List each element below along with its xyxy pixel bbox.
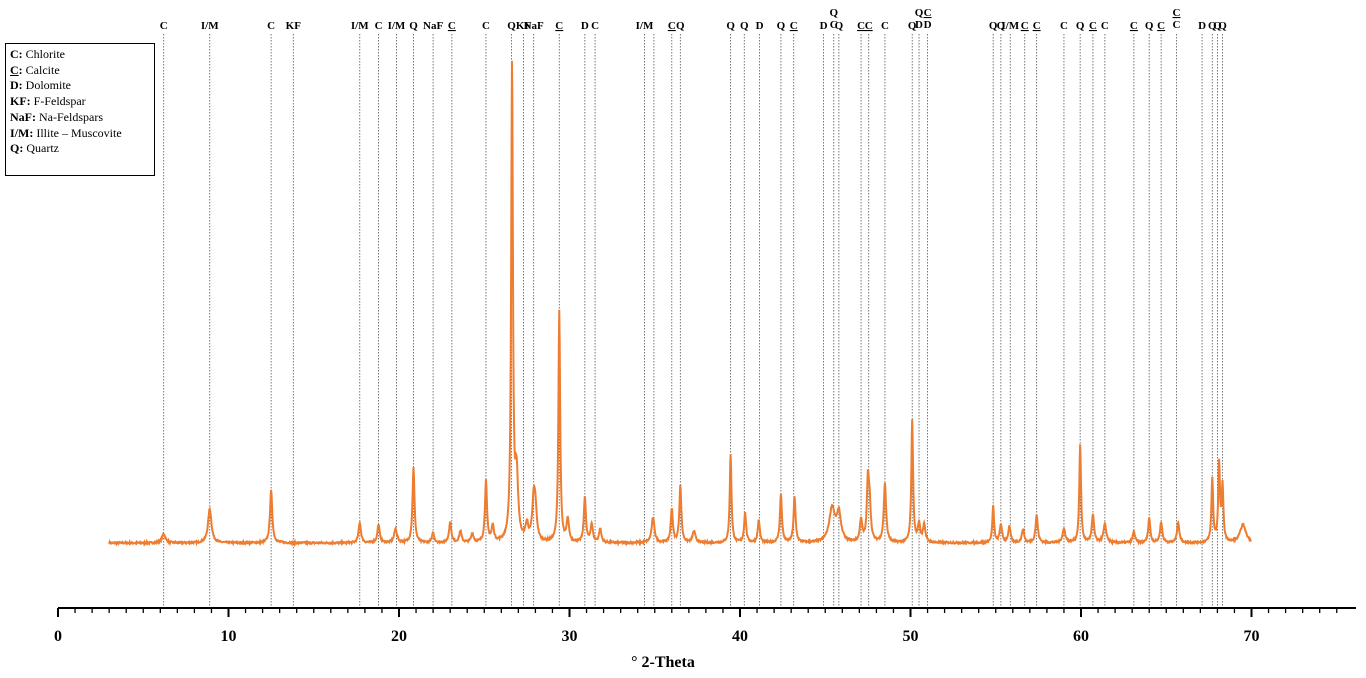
phase-label: C bbox=[1157, 20, 1165, 32]
phase-label: Q bbox=[777, 20, 786, 32]
phase-label: D bbox=[915, 19, 923, 31]
phase-label: Q bbox=[989, 20, 998, 32]
phase-label: C bbox=[448, 20, 456, 32]
phase-label: Q bbox=[829, 7, 838, 19]
phase-label: C bbox=[591, 20, 599, 32]
legend-entry: I/M: Illite – Muscovite bbox=[10, 126, 150, 142]
legend-key: C: bbox=[10, 47, 23, 61]
x-tick-label: 20 bbox=[391, 628, 407, 645]
legend-key: D: bbox=[10, 78, 23, 93]
legend-label: Chlorite bbox=[22, 47, 65, 61]
phase-label: C bbox=[857, 20, 865, 32]
phase-label: C bbox=[1060, 20, 1068, 32]
phase-label: Q bbox=[740, 20, 749, 32]
legend-entry: KF: F-Feldspar bbox=[10, 94, 150, 110]
reference-lines bbox=[163, 34, 1223, 607]
legend-key: I/M: bbox=[10, 125, 34, 140]
legend-label: Calcite bbox=[22, 62, 60, 77]
phase-label: C bbox=[881, 20, 889, 32]
phase-label: Q bbox=[1145, 20, 1154, 32]
phase-label: C bbox=[375, 20, 383, 32]
phase-label: Q bbox=[915, 7, 924, 19]
phase-label: Q bbox=[908, 20, 917, 32]
phase-label: Q bbox=[726, 20, 735, 32]
phase-label: NaF bbox=[423, 20, 443, 32]
x-tick-label: 50 bbox=[903, 628, 919, 645]
legend-entry: C: Calcite bbox=[10, 63, 150, 79]
x-tick-label: 0 bbox=[54, 628, 62, 645]
phase-label: Q bbox=[1218, 20, 1227, 32]
phase-label: C bbox=[160, 20, 168, 32]
phase-label: I/M bbox=[351, 20, 369, 32]
x-tick-label: 70 bbox=[1244, 628, 1260, 645]
phase-label: C bbox=[1130, 20, 1138, 32]
legend-label: Dolomite bbox=[22, 78, 71, 93]
phase-label: KF bbox=[516, 20, 532, 32]
diffractogram-series-line bbox=[108, 60, 1252, 548]
phase-label: C bbox=[482, 20, 490, 32]
phase-label: I/M bbox=[636, 20, 654, 32]
phase-label: D bbox=[820, 20, 828, 32]
phase-label: Q bbox=[1213, 20, 1222, 32]
phase-label: D bbox=[756, 20, 764, 32]
phase-label: C bbox=[1173, 19, 1181, 31]
phase-label: C bbox=[1033, 20, 1041, 32]
x-tick-label: 60 bbox=[1073, 628, 1089, 645]
phase-label: I/M bbox=[201, 20, 219, 32]
legend-key: NaF: bbox=[10, 109, 36, 124]
x-tick-label: 10 bbox=[221, 628, 237, 645]
phase-label: Q bbox=[507, 20, 516, 32]
phase-label: NaF bbox=[524, 20, 544, 32]
legend-entry: NaF: Na-Feldspars bbox=[10, 110, 150, 126]
legend-label: Quartz bbox=[23, 141, 59, 156]
phase-label: KF bbox=[286, 20, 302, 32]
phase-label: C bbox=[555, 20, 563, 32]
phase-label: C bbox=[830, 19, 838, 31]
x-axis-title: ° 2-Theta bbox=[631, 654, 695, 671]
phase-label: C bbox=[1089, 20, 1097, 32]
phase-label: Q bbox=[676, 20, 685, 32]
legend-entry: C: Chlorite bbox=[10, 47, 150, 63]
phase-label: Q bbox=[997, 20, 1006, 32]
legend-label: Na-Feldspars bbox=[36, 109, 103, 124]
phase-label: C bbox=[790, 20, 798, 32]
phase-label: I/M bbox=[388, 20, 406, 32]
phase-label: Q bbox=[409, 20, 418, 32]
legend-label: F-Feldspar bbox=[30, 94, 86, 109]
phase-label: C bbox=[924, 7, 932, 19]
legend: C: Chlorite C: Calcite D: Dolomite KF: F-Fe… bbox=[5, 43, 155, 176]
legend-key: KF: bbox=[10, 94, 31, 109]
legend-entry: D: Dolomite bbox=[10, 78, 150, 94]
phase-label: D bbox=[1198, 20, 1206, 32]
phase-label: Q bbox=[1076, 20, 1085, 32]
phase-label: D bbox=[924, 19, 932, 31]
phase-label: C bbox=[865, 20, 873, 32]
phase-label: Q bbox=[835, 20, 844, 32]
x-tick-label: 30 bbox=[562, 628, 578, 645]
legend-key: Q: bbox=[10, 141, 24, 156]
x-tick-label: 40 bbox=[732, 628, 748, 645]
phase-label: C bbox=[1101, 20, 1109, 32]
legend-entry: Q: Quartz bbox=[10, 141, 150, 157]
phase-label: I/M bbox=[1001, 20, 1019, 32]
phase-label: Q bbox=[1208, 20, 1217, 32]
phase-label: C bbox=[1173, 7, 1181, 19]
x-axis: 0 10 20 30 40 50 60 70 bbox=[54, 607, 1356, 645]
legend-key: C: bbox=[10, 62, 23, 77]
legend-label: Illite – Muscovite bbox=[33, 125, 122, 140]
phase-label: C bbox=[267, 20, 275, 32]
phase-label: C bbox=[1021, 20, 1029, 32]
phase-label: C bbox=[668, 20, 676, 32]
phase-label: D bbox=[581, 20, 589, 32]
